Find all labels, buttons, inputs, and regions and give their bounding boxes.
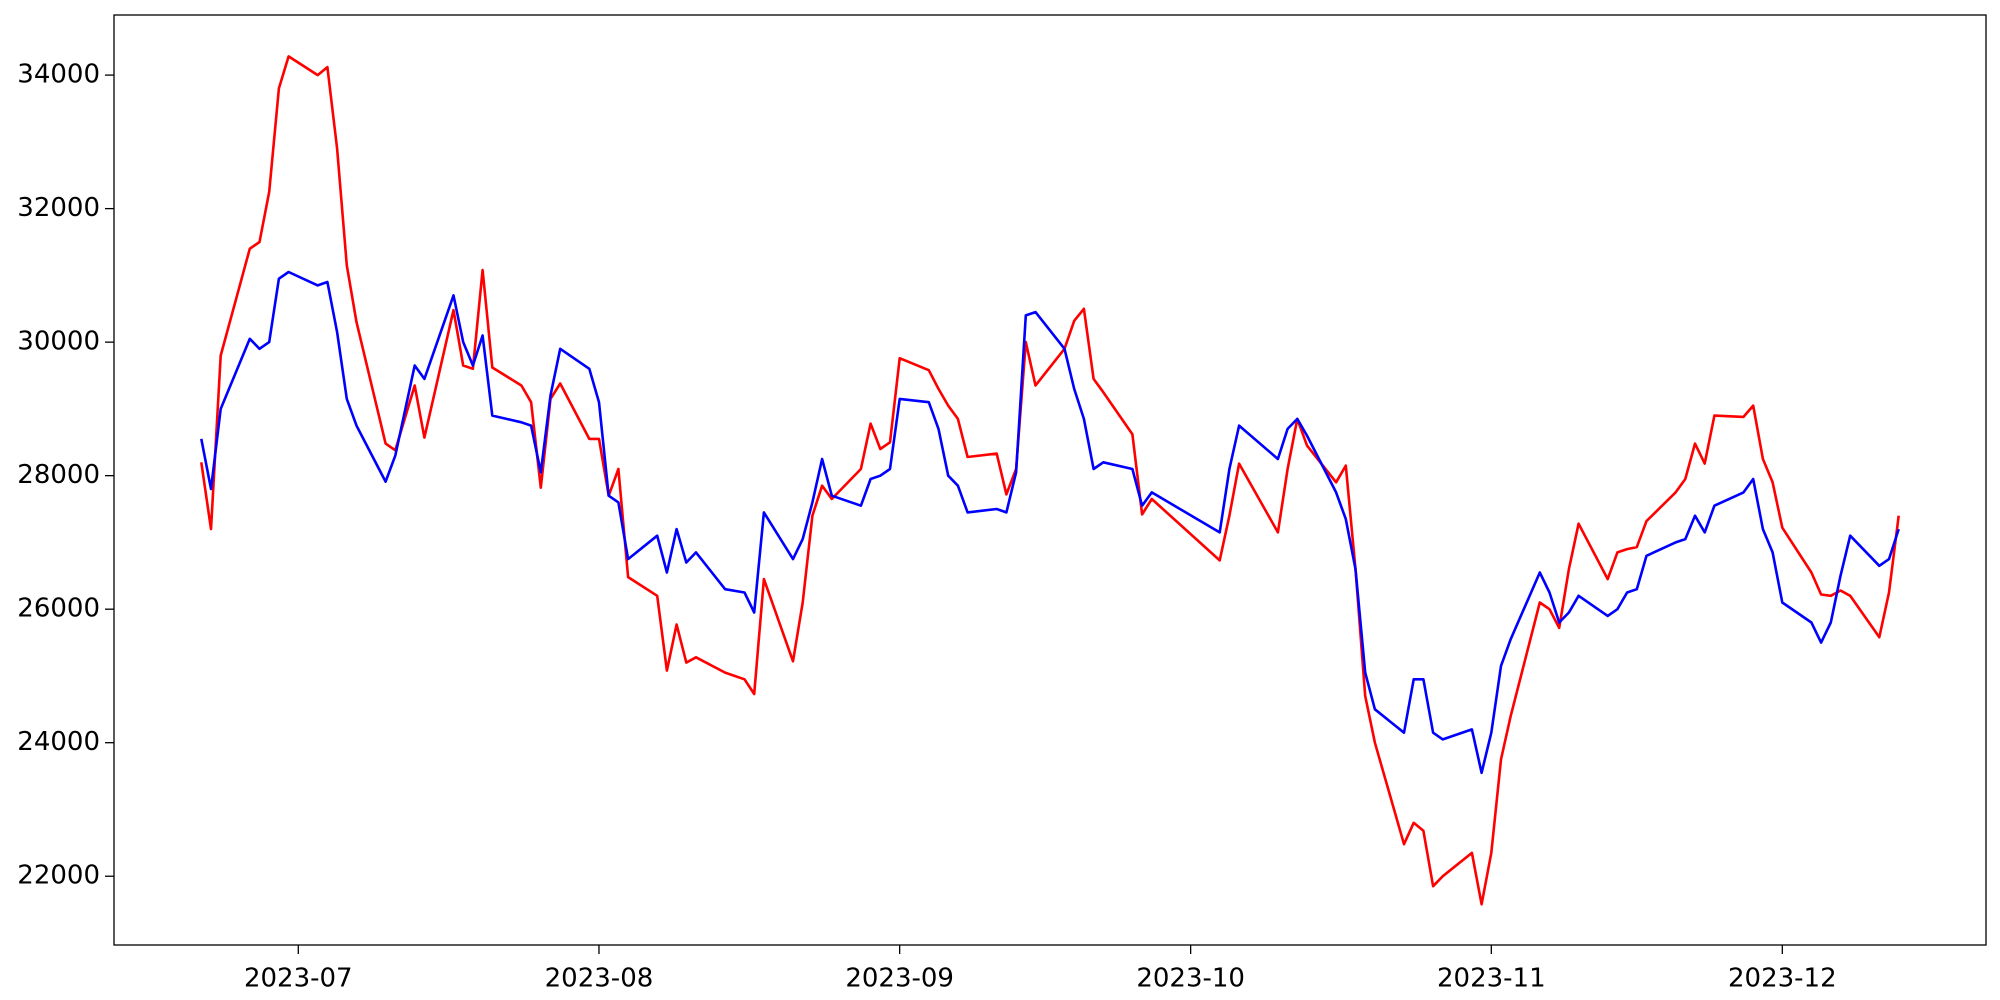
x-tick-label: 2023-07 (244, 964, 353, 994)
y-tick-label: 24000 (17, 727, 100, 757)
plot-frame (113, 14, 1987, 946)
x-tick-label: 2023-10 (1136, 964, 1245, 994)
data-line (200, 270, 1900, 775)
data-line (200, 55, 1900, 906)
y-tick-label: 30000 (17, 327, 100, 357)
y-tick-label: 26000 (17, 594, 100, 624)
x-tick-label: 2023-09 (845, 964, 954, 994)
x-tick-label: 2023-11 (1437, 964, 1546, 994)
x-tick-label: 2023-12 (1728, 964, 1837, 994)
y-tick-label: 34000 (17, 60, 100, 90)
x-tick-label: 2023-08 (545, 964, 654, 994)
y-tick-label: 28000 (17, 460, 100, 490)
y-tick-label: 22000 (17, 861, 100, 891)
y-tick-label: 32000 (17, 193, 100, 223)
